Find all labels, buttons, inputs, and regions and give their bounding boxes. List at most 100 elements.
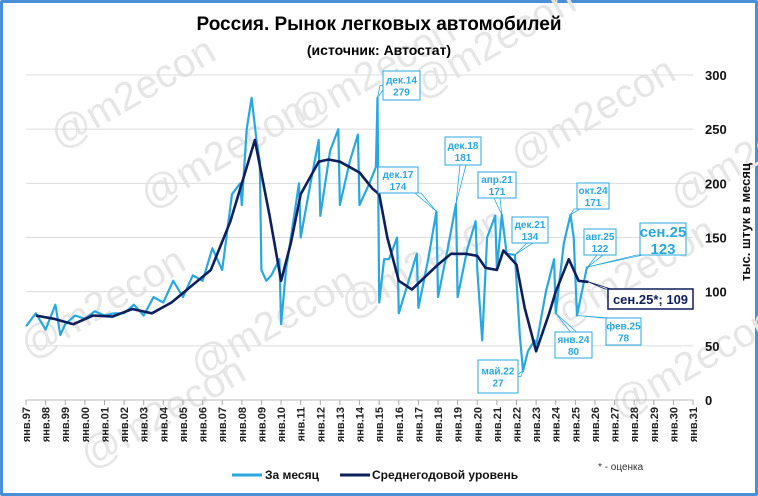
y-tick-label: 300 [705, 68, 727, 83]
watermark-text: @m2econ [43, 28, 223, 158]
watermark-text: @m2econ [503, 48, 683, 178]
annotation-label: окт.24 [578, 186, 607, 197]
y-tick-label: 100 [705, 285, 727, 300]
x-tick-label: янв.17 [413, 407, 425, 442]
x-tick-label: янв.06 [198, 407, 210, 442]
annotation-box [511, 216, 549, 244]
annotations: дек.14279дек.17174дек.18181апр.21171дек.… [377, 70, 694, 394]
x-tick-label: янв.25 [570, 407, 582, 442]
annotation-callout: сен.25*; 109 [588, 281, 694, 310]
y-tick-label: 0 [705, 393, 712, 408]
y-tick-label: 50 [705, 339, 719, 354]
legend-label-average: Среднегодовой уровень [372, 468, 518, 482]
x-tick-label: янв.23 [531, 407, 543, 442]
x-tick-label: янв.30 [668, 407, 680, 442]
watermark-text: @m2econ [133, 88, 313, 218]
annotation-box [382, 70, 421, 101]
annotation-label: дек.21 [515, 220, 546, 231]
y-ticks: 0 50 100 150 200 250 300 [705, 68, 727, 408]
chart-title: Россия. Рынок легковых автомобилей [197, 14, 562, 35]
x-tick-label: янв.05 [178, 407, 190, 442]
annotation-value: 27 [492, 379, 504, 390]
x-tick-label: янв.97 [21, 407, 33, 442]
x-tick-label: янв.00 [80, 407, 92, 442]
annotation-value: 134 [522, 232, 539, 243]
annotation-label: авг.25 [586, 232, 615, 243]
annotation-label: фев.25 [606, 321, 641, 333]
annotation-label: дек.14 [386, 76, 417, 87]
x-tick-label: янв.16 [394, 407, 406, 442]
annotation-pointer [413, 192, 437, 212]
annotation-pointer [514, 242, 535, 256]
x-tick-label: янв.08 [237, 407, 249, 442]
annotation-box [477, 359, 519, 394]
y-tick-label: 250 [705, 122, 727, 137]
series-line-monthly [25, 96, 589, 372]
x-tick-label: янв.07 [217, 407, 229, 442]
annotation-label: дек.17 [383, 170, 414, 181]
x-tick-label: янв.29 [649, 407, 661, 442]
x-tick-label: янв.04 [158, 406, 170, 442]
x-tick-label: янв.15 [374, 407, 386, 442]
annotation-box [477, 171, 517, 199]
annotation-pointer [455, 164, 467, 205]
x-tick-label: янв.98 [41, 407, 53, 442]
x-tick-label: янв.11 [296, 407, 308, 442]
series-line-annual-average [35, 138, 589, 353]
annotation-label: сен.25 [640, 224, 687, 241]
annotation-value: 78 [618, 334, 630, 345]
chart-subtitle: (источник: Автостат) [307, 42, 451, 58]
y-tick-label: 200 [705, 176, 727, 191]
annotation-box [605, 317, 642, 346]
annotation-value: 181 [455, 153, 472, 164]
x-tick-label: янв.13 [335, 407, 347, 442]
x-tick-label: янв.26 [590, 407, 602, 442]
annotation-value: 174 [390, 182, 407, 193]
x-tick-label: янв.24 [551, 406, 563, 442]
x-tick-label: янв.03 [139, 407, 151, 442]
annotation-box [576, 182, 610, 210]
annotation-box [583, 228, 617, 256]
x-tick-label: янв.21 [492, 407, 504, 442]
x-tick-label: янв.01 [99, 407, 111, 442]
x-tick-label: янв.22 [512, 407, 524, 442]
x-tick-label: янв.02 [119, 407, 131, 442]
x-tick-label: янв.12 [315, 407, 327, 442]
x-tick-label: янв.19 [453, 407, 465, 442]
x-tick-label: янв.10 [276, 407, 288, 442]
annotation-value: 171 [585, 198, 602, 209]
x-tick-label: янв.20 [472, 407, 484, 442]
annotation-value: 171 [489, 187, 506, 198]
x-tick-label: янв.14 [355, 406, 367, 442]
annotation-box [554, 331, 593, 359]
annotation-box [377, 166, 419, 194]
annotation-label: сен.25*; 109 [613, 292, 688, 307]
annotation-label: дек.18 [448, 141, 479, 152]
annotation-label: май.22 [482, 367, 515, 378]
annotation-label: янв.24 [558, 335, 590, 346]
x-tick-label: янв.27 [610, 407, 622, 442]
annotation-value: 80 [568, 347, 580, 358]
annotation-box [444, 136, 482, 166]
annotation-value: 123 [650, 241, 675, 258]
x-ticks: янв.97 янв.98 янв.99 янв.00 янв.01 янв.02 янв.… [21, 400, 700, 442]
y-tick-label: 150 [705, 231, 727, 246]
annotation-label: апр.21 [481, 175, 513, 186]
annotation-value: 122 [592, 244, 609, 255]
x-tick-label: янв.09 [256, 407, 268, 442]
annotation-box [607, 288, 694, 310]
legend-label-monthly: За месяц [265, 468, 320, 482]
y-axis-label: тыс. штук в месяц [738, 163, 753, 281]
annotation-value: 279 [393, 88, 410, 99]
x-tick-label: янв.28 [629, 407, 641, 442]
